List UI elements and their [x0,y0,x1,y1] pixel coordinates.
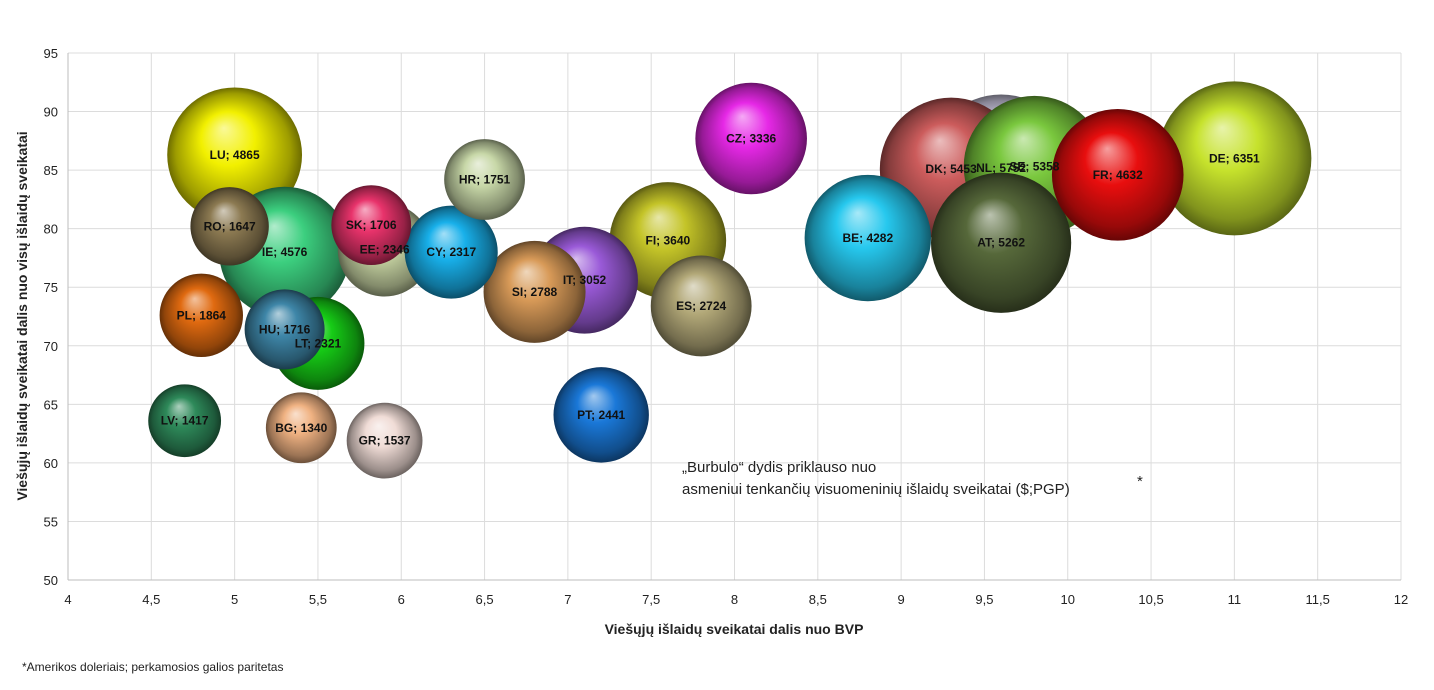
bubble-ro [190,187,269,266]
bubbles [148,81,1312,479]
y-axis-title: Viešųjų išlaidų sveikatai dalis nuo visų… [14,131,30,500]
bubble-be [804,174,931,302]
x-tick-label: 5 [231,592,238,607]
bubble-at [931,172,1072,313]
bubble-label-sk: SK; 1706 [346,218,397,232]
bubble-si [483,240,586,343]
x-tick-label: 10 [1061,592,1075,607]
bubble-label-hr: HR; 1751 [459,172,511,186]
x-tick-label: 6,5 [476,592,494,607]
bubble-label-at: AT; 5262 [977,236,1025,250]
x-tick-label: 7 [564,592,571,607]
bubble-hu [244,289,325,370]
x-tick-label: 10,5 [1138,592,1163,607]
bubble-hr [444,139,525,220]
x-tick-label: 9 [898,592,905,607]
bubble-label-pt: PT; 2441 [577,408,625,422]
bubble-bg [265,392,337,464]
annotation-line-2: asmeniui tenkančių visuomeninių išlaidų … [682,481,1070,498]
bubble-es [650,255,752,357]
x-tick-label: 6 [398,592,405,607]
x-tick-label: 8 [731,592,738,607]
y-tick-label: 55 [44,514,58,529]
bubble-labels: LU; 4865 RO; 1647 IE; 4576 SK; 1706 EE; 2346… [161,131,1260,447]
bubble-pt [553,367,649,463]
bubble-label-lv: LV; 1417 [161,414,209,428]
bubble-label-dk: DK; 5453 [925,162,977,176]
annotation-line-1: „Burbulo“ dydis priklauso nuo [682,459,876,476]
bubble-fr [1051,108,1184,241]
x-tick-label: 4,5 [142,592,160,607]
bubble-de [1157,81,1312,236]
bubble-gr [346,402,423,479]
x-tick-label: 9,5 [975,592,993,607]
x-tick-label: 7,5 [642,592,660,607]
bubble-label-es: ES; 2724 [676,299,726,313]
y-tick-label: 80 [44,222,58,237]
x-tick-label: 11 [1228,592,1242,607]
y-tick-label: 65 [44,397,58,412]
bubble-label-lt: LT; 2321 [295,336,342,350]
y-tick-label: 70 [44,339,58,354]
bubble-label-lu: LU; 4865 [210,148,260,162]
bubble-label-ie: IE; 4576 [262,245,308,259]
bubble-label-cy: CY; 2317 [426,245,476,259]
x-tick-label: 4 [64,592,71,607]
y-tick-label: 75 [44,280,58,295]
bubble-label-be: BE; 4282 [842,231,893,245]
footnote: *Amerikos doleriais; perkamosios galios … [22,660,283,674]
x-tick-label: 11,5 [1306,592,1330,607]
bubble-label-bg: BG; 1340 [275,421,327,435]
annotation-mark: * [1137,473,1143,490]
bubble-label-de: DE; 6351 [1209,151,1260,165]
x-tick-label: 8,5 [809,592,827,607]
bubble-label-hu: HU; 1716 [259,322,311,336]
x-tick-label: 12 [1394,592,1408,607]
bubble-label-ee: EE; 2346 [360,243,410,257]
bubble-label-it: IT; 3052 [563,273,607,287]
y-tick-label: 50 [44,573,58,588]
bubble-label-pl: PL; 1864 [177,308,227,322]
bubble-lu [167,87,303,223]
bubble-label-si: SI; 2788 [512,285,558,299]
y-tick-label: 95 [44,46,58,61]
bubble-label-fi: FI; 3640 [645,233,690,247]
bubble-label-se: SE; 5358 [1009,160,1059,174]
axes: 4 4,5 5 5,5 6 6,5 7 7,5 8 8,5 9 9,5 10 10,5 11 11,5 12 50… [44,46,1409,607]
bubble-label-ro: RO; 1647 [204,219,256,233]
bubble-label-gr: GR; 1537 [359,434,411,448]
x-axis-title: Viešųjų išlaidų sveikatai dalis nuo BVP [605,621,864,637]
bubble-sk [331,185,412,266]
bubble-label-nl: NL; 5752 [976,161,1026,175]
bubble-label-fr: FR; 4632 [1093,168,1143,182]
bubble-cy [404,205,498,299]
bubble-pl [159,273,243,358]
bubble-cz [695,82,807,195]
bubble-lv [148,384,222,458]
y-tick-label: 90 [44,105,58,120]
y-tick-label: 60 [44,456,58,471]
y-tick-label: 85 [44,163,58,178]
x-tick-label: 5,5 [309,592,327,607]
bubble-label-cz: CZ; 3336 [726,131,776,145]
